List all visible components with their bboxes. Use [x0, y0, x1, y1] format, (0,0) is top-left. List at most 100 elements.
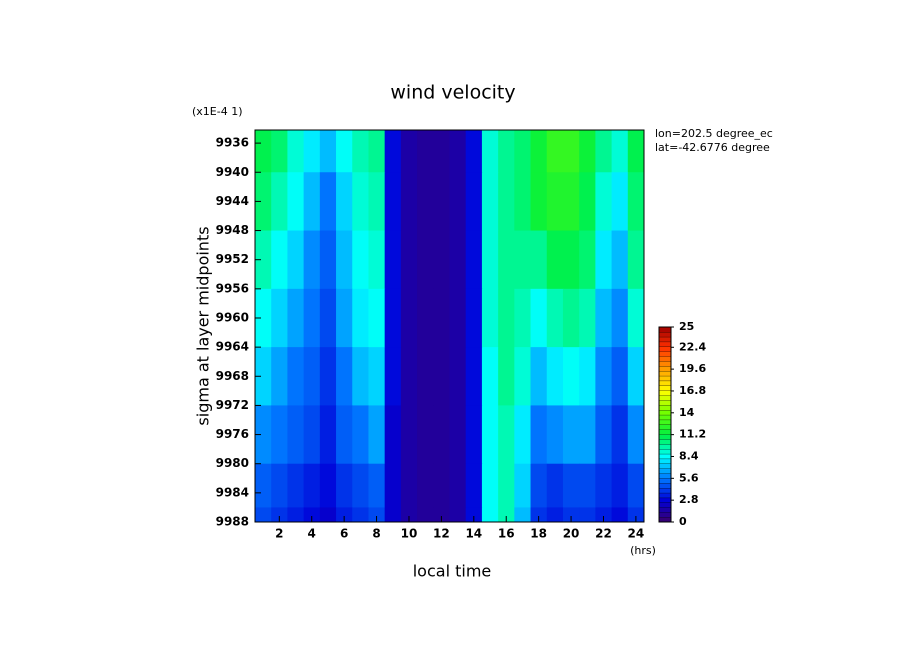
- contour-cell: [336, 347, 353, 406]
- x-tick-label: 8: [372, 527, 380, 541]
- annotation: lat=-42.6776 degree: [655, 141, 770, 154]
- contour-cell: [465, 230, 483, 290]
- contour-cell: [384, 463, 402, 508]
- contour-cell: [546, 347, 564, 406]
- colorbar-band: [658, 395, 672, 401]
- contour-cell: [368, 288, 386, 348]
- y-axis-label: sigma at layer midpoints: [194, 226, 213, 425]
- contour-cell: [303, 230, 321, 290]
- y-tick-label: 9980: [216, 456, 249, 470]
- contour-cell: [465, 405, 483, 465]
- colorbar-band: [658, 336, 672, 343]
- contour-cell: [417, 463, 434, 508]
- colorbar-band: [658, 458, 672, 464]
- contour-cell: [336, 130, 353, 173]
- contour-cell: [303, 130, 321, 173]
- contour-cell: [352, 405, 369, 465]
- colorbar-band: [658, 360, 672, 367]
- contour-cell: [255, 405, 272, 465]
- contour-cell: [627, 405, 645, 465]
- x-tick-label: 6: [340, 527, 348, 541]
- contour-cell: [530, 230, 548, 290]
- x-tick-label: 2: [275, 527, 283, 541]
- contour-cell: [465, 130, 483, 173]
- colorbar: 0 2.8 5.6 8.4 11.2 14 16.8 19.6 22.4 25: [658, 320, 706, 528]
- contour-cell: [595, 172, 613, 232]
- contour-cell: [319, 130, 337, 173]
- colorbar-band: [658, 346, 672, 352]
- contour-cell: [498, 463, 515, 508]
- annotation: lon=202.5 degree_ec: [655, 127, 773, 140]
- contour-cell: [498, 172, 515, 232]
- colorbar-tick-label: 16.8: [679, 384, 706, 397]
- contour-cell: [368, 347, 386, 406]
- x-tick-label: 12: [433, 527, 450, 541]
- contour-cell: [400, 405, 418, 465]
- colorbar-band: [658, 429, 672, 435]
- contour-cell: [384, 288, 402, 348]
- colorbar-band: [658, 375, 672, 382]
- contour-cell: [611, 130, 629, 173]
- contour-cell: [546, 463, 564, 508]
- contour-cell: [595, 347, 613, 406]
- contour-cell: [319, 288, 337, 348]
- contour-cell: [433, 288, 450, 348]
- y-tick-label: 9968: [216, 369, 249, 383]
- contour-cell: [271, 463, 288, 508]
- contour-cell: [417, 172, 434, 232]
- contour-cell: [481, 507, 499, 523]
- contour-cell: [319, 405, 337, 465]
- contour-cell: [514, 347, 532, 406]
- contour-cell: [433, 463, 450, 508]
- contour-cell: [352, 230, 369, 290]
- y-tick-label: 9948: [216, 223, 249, 237]
- contour-cell: [530, 347, 548, 406]
- contour-cell: [546, 288, 564, 348]
- chart-title: wind velocity: [390, 82, 515, 104]
- contour-field: [255, 130, 645, 523]
- contour-cell: [287, 230, 305, 290]
- contour-cell: [465, 288, 483, 348]
- contour-cell: [530, 130, 548, 173]
- contour-cell: [611, 507, 629, 523]
- contour-cell: [400, 463, 418, 508]
- contour-cell: [595, 288, 613, 348]
- x-tick-label: 10: [401, 527, 418, 541]
- annotations: lon=202.5 degree_ec lat=-42.6776 degree: [655, 127, 773, 154]
- x-tick-label: 20: [563, 527, 580, 541]
- contour-cell: [352, 130, 369, 173]
- contour-cell: [514, 463, 532, 508]
- contour-cell: [449, 288, 467, 348]
- x-tick-label: 16: [498, 527, 515, 541]
- contour-cell: [498, 507, 515, 523]
- colorbar-band: [658, 512, 672, 518]
- contour-cell: [400, 172, 418, 232]
- contour-cell: [287, 130, 305, 173]
- contour-cell: [514, 230, 532, 290]
- colorbar-band: [658, 390, 672, 396]
- contour-cell: [417, 130, 434, 173]
- contour-cell: [368, 463, 386, 508]
- contour-cell: [627, 288, 645, 348]
- contour-cell: [595, 130, 613, 173]
- contour-cell: [255, 130, 272, 173]
- colorbar-tick-label: 22.4: [679, 340, 706, 353]
- contour-cell: [400, 507, 418, 523]
- contour-cell: [481, 288, 499, 348]
- contour-cell: [417, 288, 434, 348]
- y-tick-label: 9936: [216, 136, 249, 150]
- contour-cell: [595, 405, 613, 465]
- contour-cell: [287, 172, 305, 232]
- x-tick-label: 14: [465, 527, 482, 541]
- contour-cell: [449, 405, 467, 465]
- contour-cell: [579, 347, 596, 406]
- contour-cell: [465, 507, 483, 523]
- contour-cell: [384, 507, 402, 523]
- contour-cell: [546, 507, 564, 523]
- axes: 9936 9940 9944 9948 9952 9956 9960 9964 9968 9972…: [216, 129, 645, 541]
- contour-cell: [271, 405, 288, 465]
- colorbar-band: [658, 468, 672, 474]
- contour-cell: [303, 172, 321, 232]
- contour-cell: [384, 405, 402, 465]
- contour-cell: [562, 288, 580, 348]
